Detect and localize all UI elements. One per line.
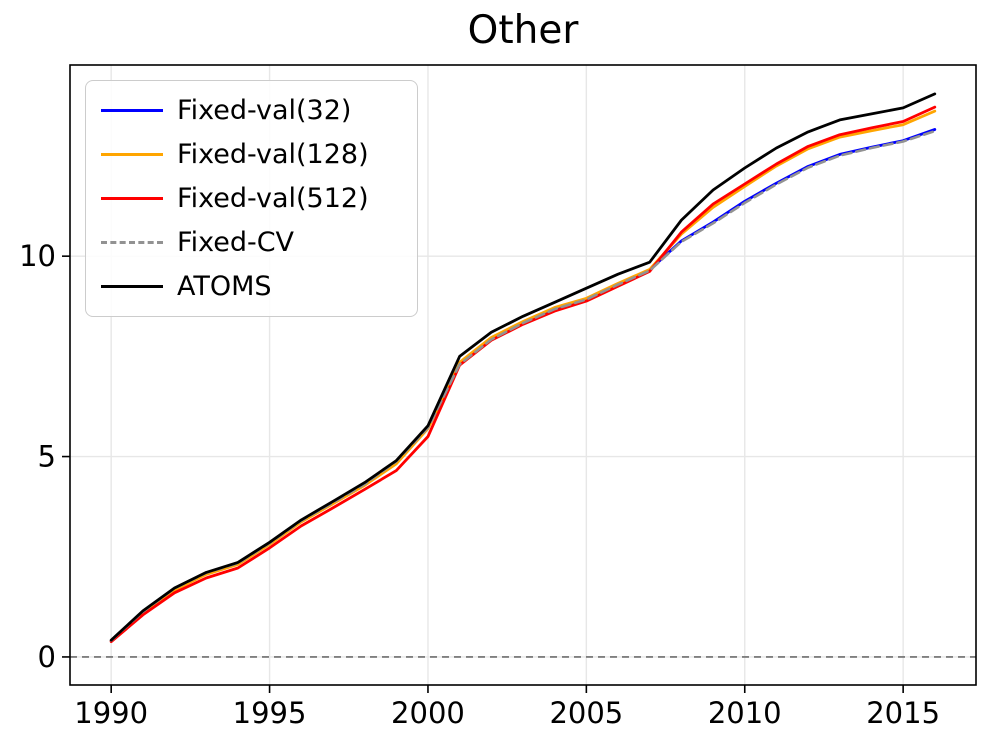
- legend-item: Fixed-val(512): [101, 178, 417, 218]
- legend-item: Fixed-val(128): [101, 135, 417, 175]
- legend-line-swatch: [101, 109, 163, 113]
- legend-label: Fixed-val(128): [177, 139, 369, 171]
- legend-item: Fixed-val(32): [101, 91, 417, 131]
- x-tick-label: 2005: [549, 696, 623, 730]
- x-tick-label: 2010: [708, 696, 782, 730]
- legend-line-swatch: [101, 284, 163, 288]
- y-tick-label: 10: [19, 239, 56, 273]
- legend-item: ATOMS: [101, 266, 417, 306]
- y-tick-label: 0: [38, 640, 56, 674]
- chart-title: Other: [467, 8, 579, 53]
- x-tick-label: 1995: [233, 696, 307, 730]
- legend-line-swatch: [101, 240, 163, 244]
- y-tick-label: 5: [38, 440, 56, 474]
- legend: Fixed-val(32) Fixed-val(128) Fixed-val(5…: [85, 80, 418, 317]
- legend-label: ATOMS: [177, 270, 272, 302]
- series-line-atoms: [109, 92, 937, 642]
- legend-item: Fixed-CV: [101, 222, 417, 262]
- legend-label: Fixed-val(512): [177, 182, 369, 214]
- legend-label: Fixed-val(32): [177, 95, 352, 127]
- x-tick-label: 2015: [866, 696, 940, 730]
- legend-line-swatch: [101, 153, 163, 157]
- legend-line-swatch: [101, 196, 163, 200]
- legend-label: Fixed-CV: [177, 226, 295, 258]
- x-tick-label: 1990: [74, 696, 148, 730]
- plot-border: [69, 64, 977, 686]
- x-tick-label: 2000: [391, 696, 465, 730]
